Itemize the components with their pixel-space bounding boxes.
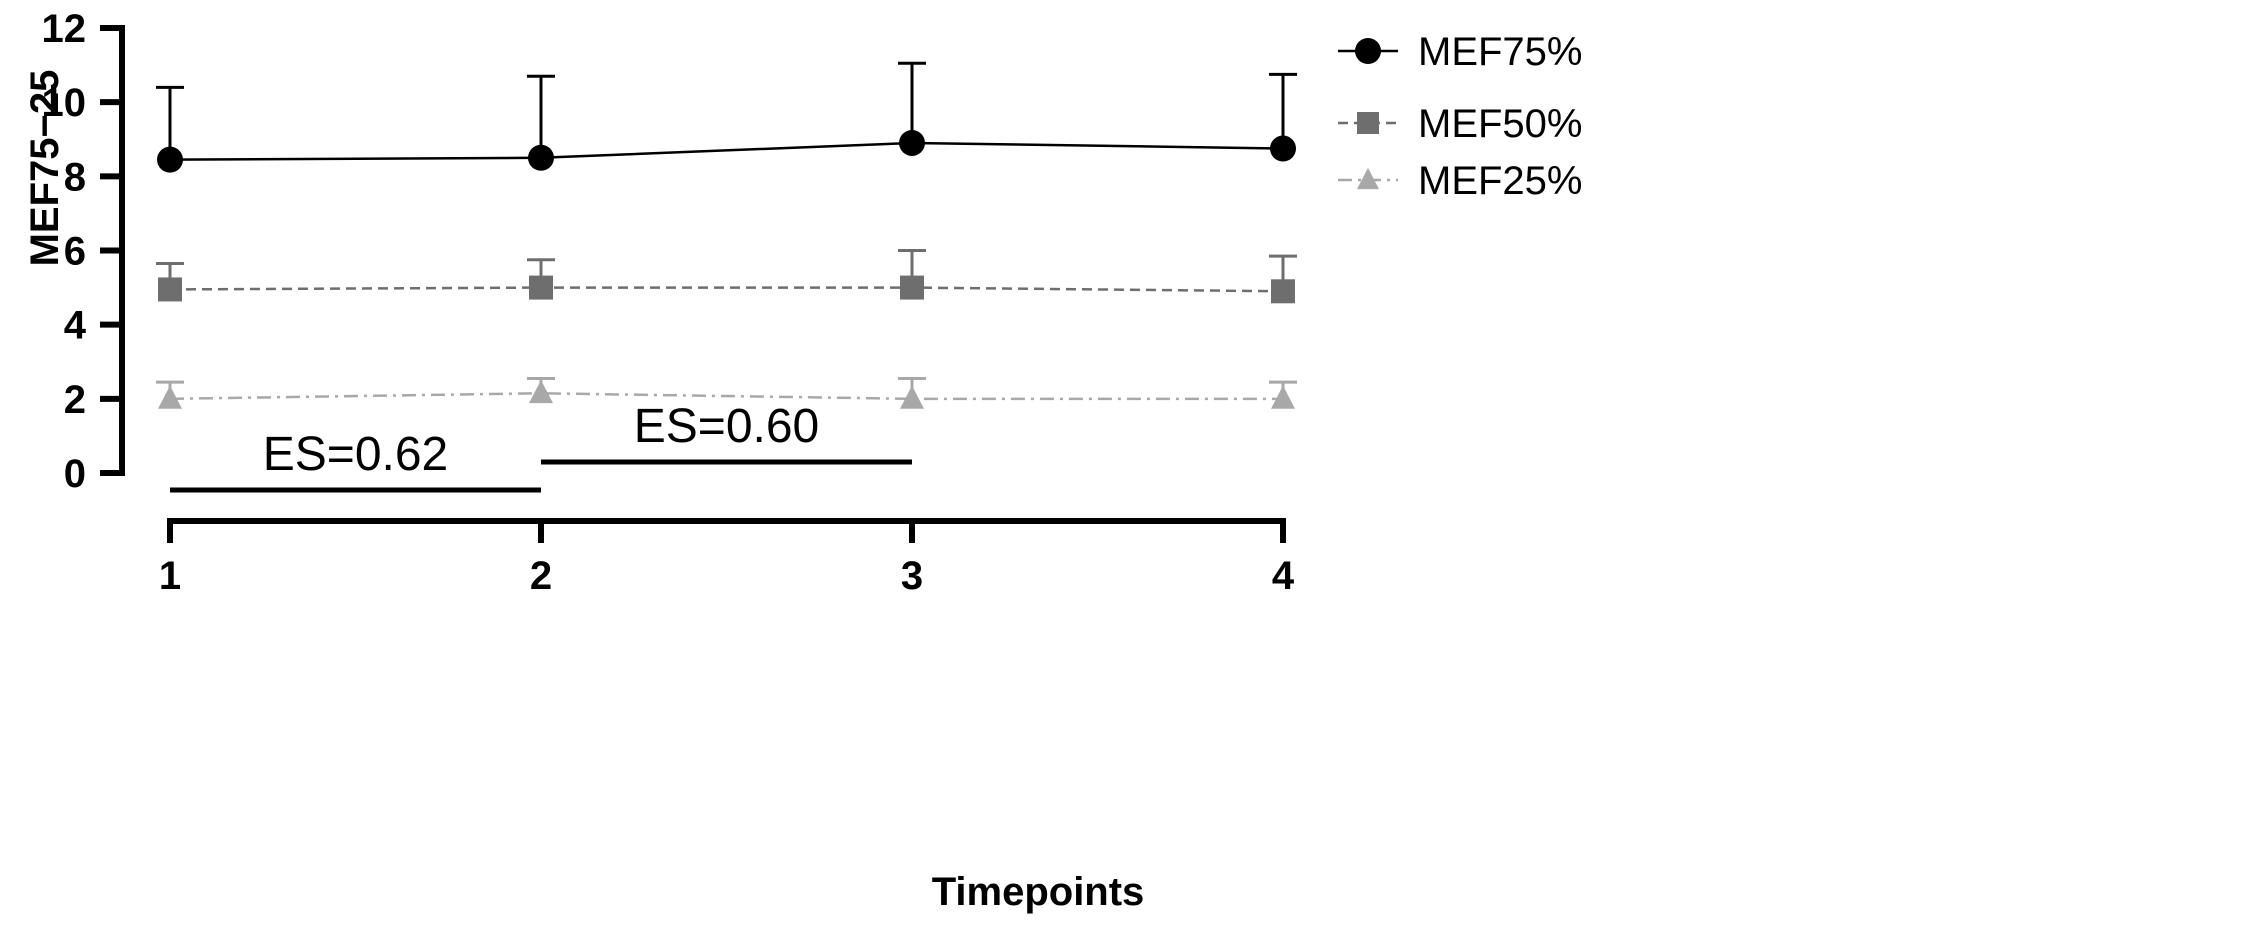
data-point-circle — [1355, 38, 1381, 64]
data-point-square — [900, 275, 924, 300]
legend-label: MEF25% — [1418, 159, 1583, 203]
y-axis: 0 2 4 6 8 10 12 — [42, 7, 125, 496]
x-tick-label: 1 — [159, 554, 181, 598]
legend-item: MEF75% — [1338, 30, 1583, 74]
effect-size-label: ES=0.62 — [263, 428, 448, 481]
series-mef50 — [156, 249, 1297, 304]
y-tick-label: 2 — [64, 378, 86, 422]
x-axis: 1 2 3 4 — [159, 518, 1295, 598]
data-point-square — [158, 277, 182, 302]
series-mef75 — [156, 61, 1297, 173]
series-line — [169, 141, 1284, 161]
series-mef25 — [156, 376, 1297, 409]
data-point-square — [1271, 279, 1295, 304]
data-point-triangle — [1357, 167, 1379, 190]
legend-item: MEF50% — [1338, 102, 1583, 146]
y-tick-label: 4 — [64, 304, 87, 348]
legend-label: MEF75% — [1418, 30, 1583, 74]
legend: MEF75% MEF50% MEF25% — [1338, 30, 1583, 203]
y-tick-label: 8 — [64, 155, 86, 199]
x-tick-label: 2 — [530, 554, 552, 598]
x-axis-title: Timepoints — [932, 870, 1145, 914]
data-point-triangle — [1271, 385, 1295, 409]
data-point-square — [529, 275, 553, 300]
y-tick-label: 10 — [42, 81, 87, 125]
series-line — [169, 392, 1283, 401]
x-tick-label: 4 — [1272, 554, 1295, 598]
series-line — [169, 286, 1284, 293]
data-point-triangle — [529, 380, 553, 404]
data-point-triangle — [158, 385, 182, 409]
data-point-triangle — [900, 385, 924, 409]
y-tick-label: 12 — [42, 7, 87, 51]
y-tick-label: 0 — [64, 452, 86, 496]
effect-size-label: ES=0.60 — [634, 400, 819, 453]
data-point-circle — [899, 129, 925, 156]
data-point-square — [1357, 112, 1379, 134]
data-point-circle — [157, 146, 183, 173]
y-axis-title: MEF75−25 — [23, 70, 67, 267]
data-point-circle — [528, 144, 554, 171]
legend-item: MEF25% — [1338, 159, 1583, 203]
data-point-circle — [1270, 135, 1296, 162]
x-tick-label: 3 — [901, 554, 923, 598]
plot-area — [156, 61, 1297, 409]
legend-label: MEF50% — [1418, 102, 1583, 146]
y-tick-label: 6 — [64, 230, 86, 274]
annotations: ES=0.62 ES=0.60 — [170, 400, 912, 493]
